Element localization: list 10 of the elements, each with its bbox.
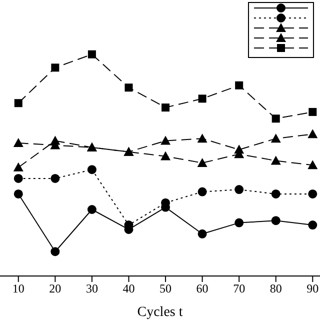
x-axis-title: Cycles t xyxy=(137,305,183,320)
x-tick-label: 90 xyxy=(306,282,319,296)
x-tick-label: 60 xyxy=(196,282,208,296)
x-tick-label: 40 xyxy=(122,282,135,296)
x-tick-label: 10 xyxy=(12,282,24,296)
x-tick-label: 50 xyxy=(160,282,172,296)
x-tick-label: 80 xyxy=(270,282,282,296)
x-tick-label: 20 xyxy=(49,282,62,296)
x-tick-label: 70 xyxy=(233,282,246,296)
x-tick-label: 30 xyxy=(86,282,98,296)
